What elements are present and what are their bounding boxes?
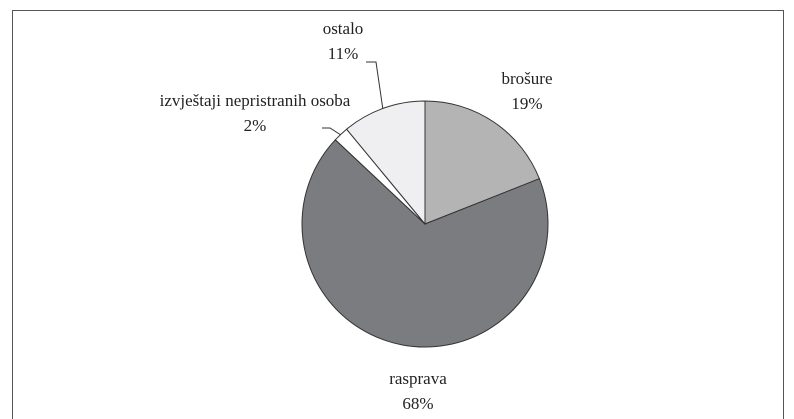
slice-label: ostalo 11%: [283, 16, 403, 66]
slice-label: izvještaji nepristranih osoba 2%: [155, 88, 355, 138]
value-label: 19%: [511, 94, 543, 113]
pie-slice: [345, 100, 426, 226]
category-label: ostalo: [322, 19, 364, 38]
slice-label: rasprava 68%: [358, 366, 478, 416]
frame: [12, 10, 784, 419]
pie-slice: [301, 139, 549, 348]
pie-slice: [424, 100, 541, 225]
value-label: 68%: [402, 394, 434, 413]
value-label: 2%: [243, 116, 267, 135]
category-label: rasprava: [389, 369, 447, 388]
leader-line: [322, 127, 345, 138]
category-label: brošure: [501, 69, 553, 88]
slice-label: brošure 19%: [467, 66, 587, 116]
value-label: 11%: [327, 44, 359, 63]
category-label: izvještaji nepristranih osoba: [159, 91, 351, 110]
leader-line: [366, 61, 384, 111]
